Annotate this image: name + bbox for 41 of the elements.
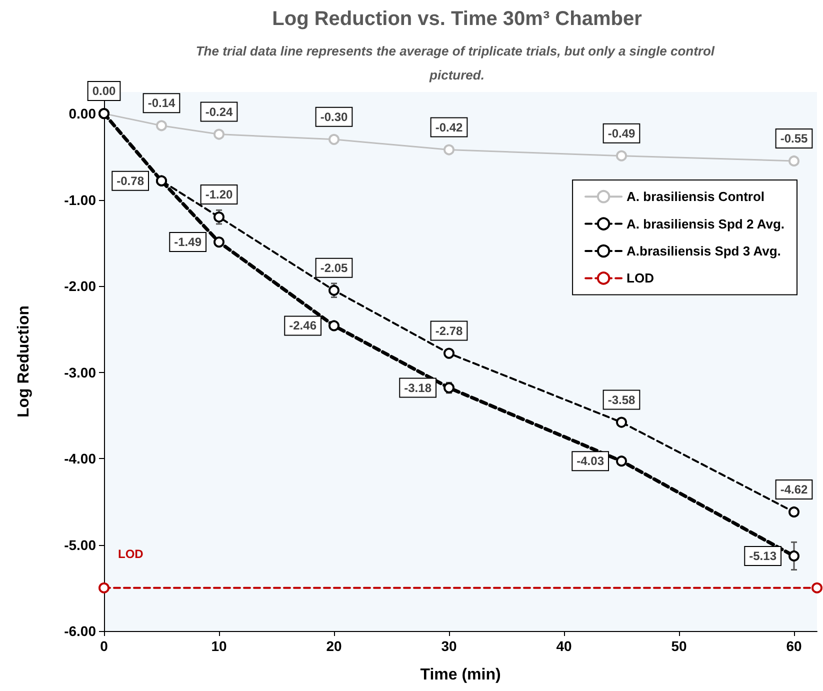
x-tick-label: 30	[441, 638, 457, 654]
annotation: LOD	[118, 547, 144, 561]
data-label: -1.49	[174, 235, 202, 250]
data-label: -5.13	[749, 548, 777, 563]
y-tick-label: -6.00	[64, 623, 96, 639]
legend-label: A.brasiliensis Spd 3 Avg.	[626, 244, 781, 258]
chart-title: Log Reduction vs. Time 30m³ Chamber	[272, 8, 642, 30]
data-label: -0.55	[780, 131, 808, 146]
x-tick-label: 40	[556, 638, 572, 654]
data-label: -0.14	[148, 96, 176, 110]
x-tick-label: 50	[671, 638, 687, 654]
y-axis-title: Log Reduction	[16, 306, 32, 418]
x-tick-label: 20	[326, 638, 342, 654]
data-label: -2.78	[435, 324, 463, 338]
y-tick-label: 0.00	[68, 106, 96, 122]
data-label: -2.05	[320, 260, 348, 275]
x-axis-title: Time (min)	[420, 666, 501, 684]
chart-subtitle: The trial data line represents the average of triplicate trials, but only a single control pictured.	[196, 44, 718, 82]
y-tick-label: -1.00	[64, 192, 96, 208]
x-tick-label: 0	[100, 638, 108, 654]
data-label: -4.62	[780, 482, 808, 496]
data-label: -4.03	[576, 454, 604, 468]
data-label: -0.49	[608, 126, 636, 140]
data-label: -0.78	[116, 174, 144, 188]
data-label: -3.58	[608, 392, 636, 407]
data-label: -3.18	[404, 380, 432, 395]
legend-label: A. brasiliensis Control	[626, 189, 765, 204]
legend-label: LOD	[626, 270, 654, 286]
data-label: -1.20	[205, 188, 233, 202]
data-label: 0.00	[92, 84, 116, 98]
data-label: -0.30	[320, 110, 348, 124]
y-tick-label: -5.00	[64, 536, 96, 553]
y-tick-label: -4.00	[64, 450, 96, 467]
data-label: -0.42	[435, 120, 463, 134]
data-label: -2.46	[289, 318, 317, 333]
y-tick-label: -2.00	[64, 278, 96, 294]
x-tick-label: 60	[786, 638, 802, 654]
data-label: -0.24	[205, 104, 233, 119]
y-tick-label: -3.00	[64, 364, 96, 380]
legend-label: A. brasiliensis Spd 2 Avg.	[626, 216, 785, 232]
x-tick-label: 10	[211, 638, 227, 654]
